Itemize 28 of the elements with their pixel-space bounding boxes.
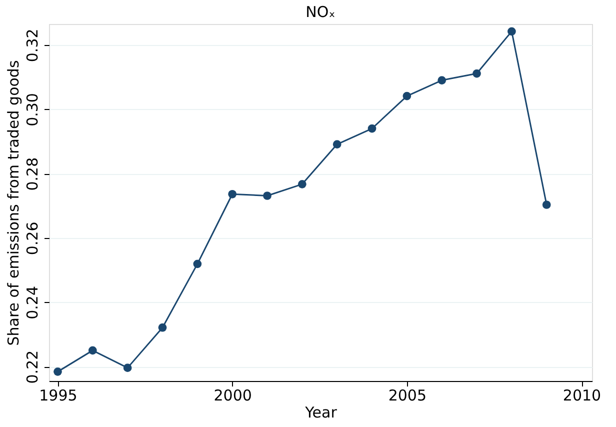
point: [438, 76, 446, 84]
x-axis-title: Year: [304, 404, 338, 422]
y-tick-label: 0.32: [24, 28, 42, 62]
point: [54, 368, 62, 376]
point: [298, 180, 306, 188]
y-tick-label: 0.24: [24, 286, 42, 320]
y-axis-title: Share of emissions from traded goods: [4, 60, 22, 346]
point: [158, 323, 167, 332]
point: [402, 92, 412, 100]
y-tick-label: 0.30: [24, 93, 42, 126]
x-tick-label: 2005: [388, 386, 427, 404]
point: [228, 190, 237, 198]
point: [263, 192, 272, 200]
x-tick-label: 1995: [39, 386, 78, 404]
y-tick-label: 0.28: [24, 157, 42, 191]
y-tick-label: 0.22: [24, 350, 42, 384]
point: [368, 124, 376, 133]
point: [472, 69, 481, 78]
point: [332, 140, 342, 148]
point: [542, 200, 551, 209]
point: [88, 346, 97, 355]
x-tick-label: 2000: [214, 386, 252, 404]
point: [193, 260, 202, 268]
chart-title: NOₓ: [306, 3, 336, 21]
x-tick-label: 2010: [562, 386, 602, 404]
point: [508, 27, 516, 36]
y-tick-label: 0.26: [24, 222, 42, 256]
point: [123, 364, 132, 372]
